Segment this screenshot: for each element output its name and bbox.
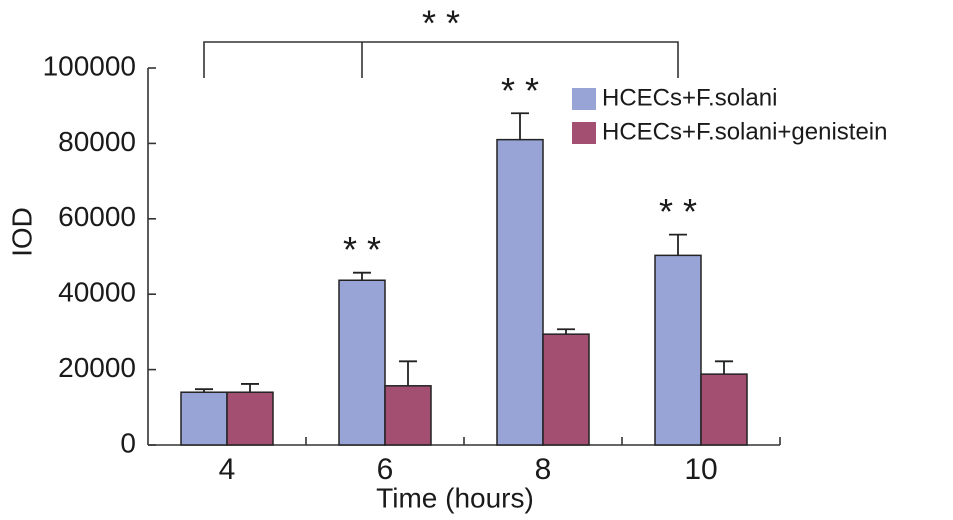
x-axis-label: Time (hours) <box>376 482 534 513</box>
significance-bracket <box>203 41 679 78</box>
y-tick-label: 0 <box>120 427 136 458</box>
error-bar <box>511 112 529 140</box>
x-tick-label: 10 <box>684 453 717 486</box>
x-tick-label: 8 <box>535 453 552 486</box>
error-bar <box>557 328 575 335</box>
legend-label: HCECs+F.solani <box>602 84 777 111</box>
y-axis-label: IOD <box>6 207 37 257</box>
bar <box>496 138 544 446</box>
significance-label: * * <box>501 70 539 111</box>
legend-label: HCECs+F.solani+genistein <box>602 118 887 145</box>
bar <box>654 254 702 446</box>
error-bar <box>195 388 213 393</box>
y-tick-label: 60000 <box>58 201 136 232</box>
bar <box>542 333 590 446</box>
y-tick-label: 40000 <box>58 277 136 308</box>
bracket-label: * * <box>422 3 460 44</box>
error-bar <box>399 360 417 386</box>
x-tick-label: 4 <box>219 453 236 486</box>
significance-label: * * <box>343 229 381 270</box>
bar <box>338 279 386 446</box>
legend-swatch <box>572 122 596 144</box>
error-bar <box>715 360 733 375</box>
bar <box>384 385 432 446</box>
x-tick-label: 6 <box>377 453 394 486</box>
legend-swatch <box>572 88 596 110</box>
y-tick-label: 100000 <box>43 50 136 81</box>
significance-label: * * <box>659 191 697 232</box>
bar <box>700 373 748 446</box>
error-bar <box>353 271 371 281</box>
y-tick-label: 80000 <box>58 126 136 157</box>
error-bar <box>669 233 687 256</box>
bar <box>226 391 274 446</box>
error-bar <box>241 383 259 393</box>
bar <box>180 391 228 446</box>
y-tick-label: 20000 <box>58 352 136 383</box>
